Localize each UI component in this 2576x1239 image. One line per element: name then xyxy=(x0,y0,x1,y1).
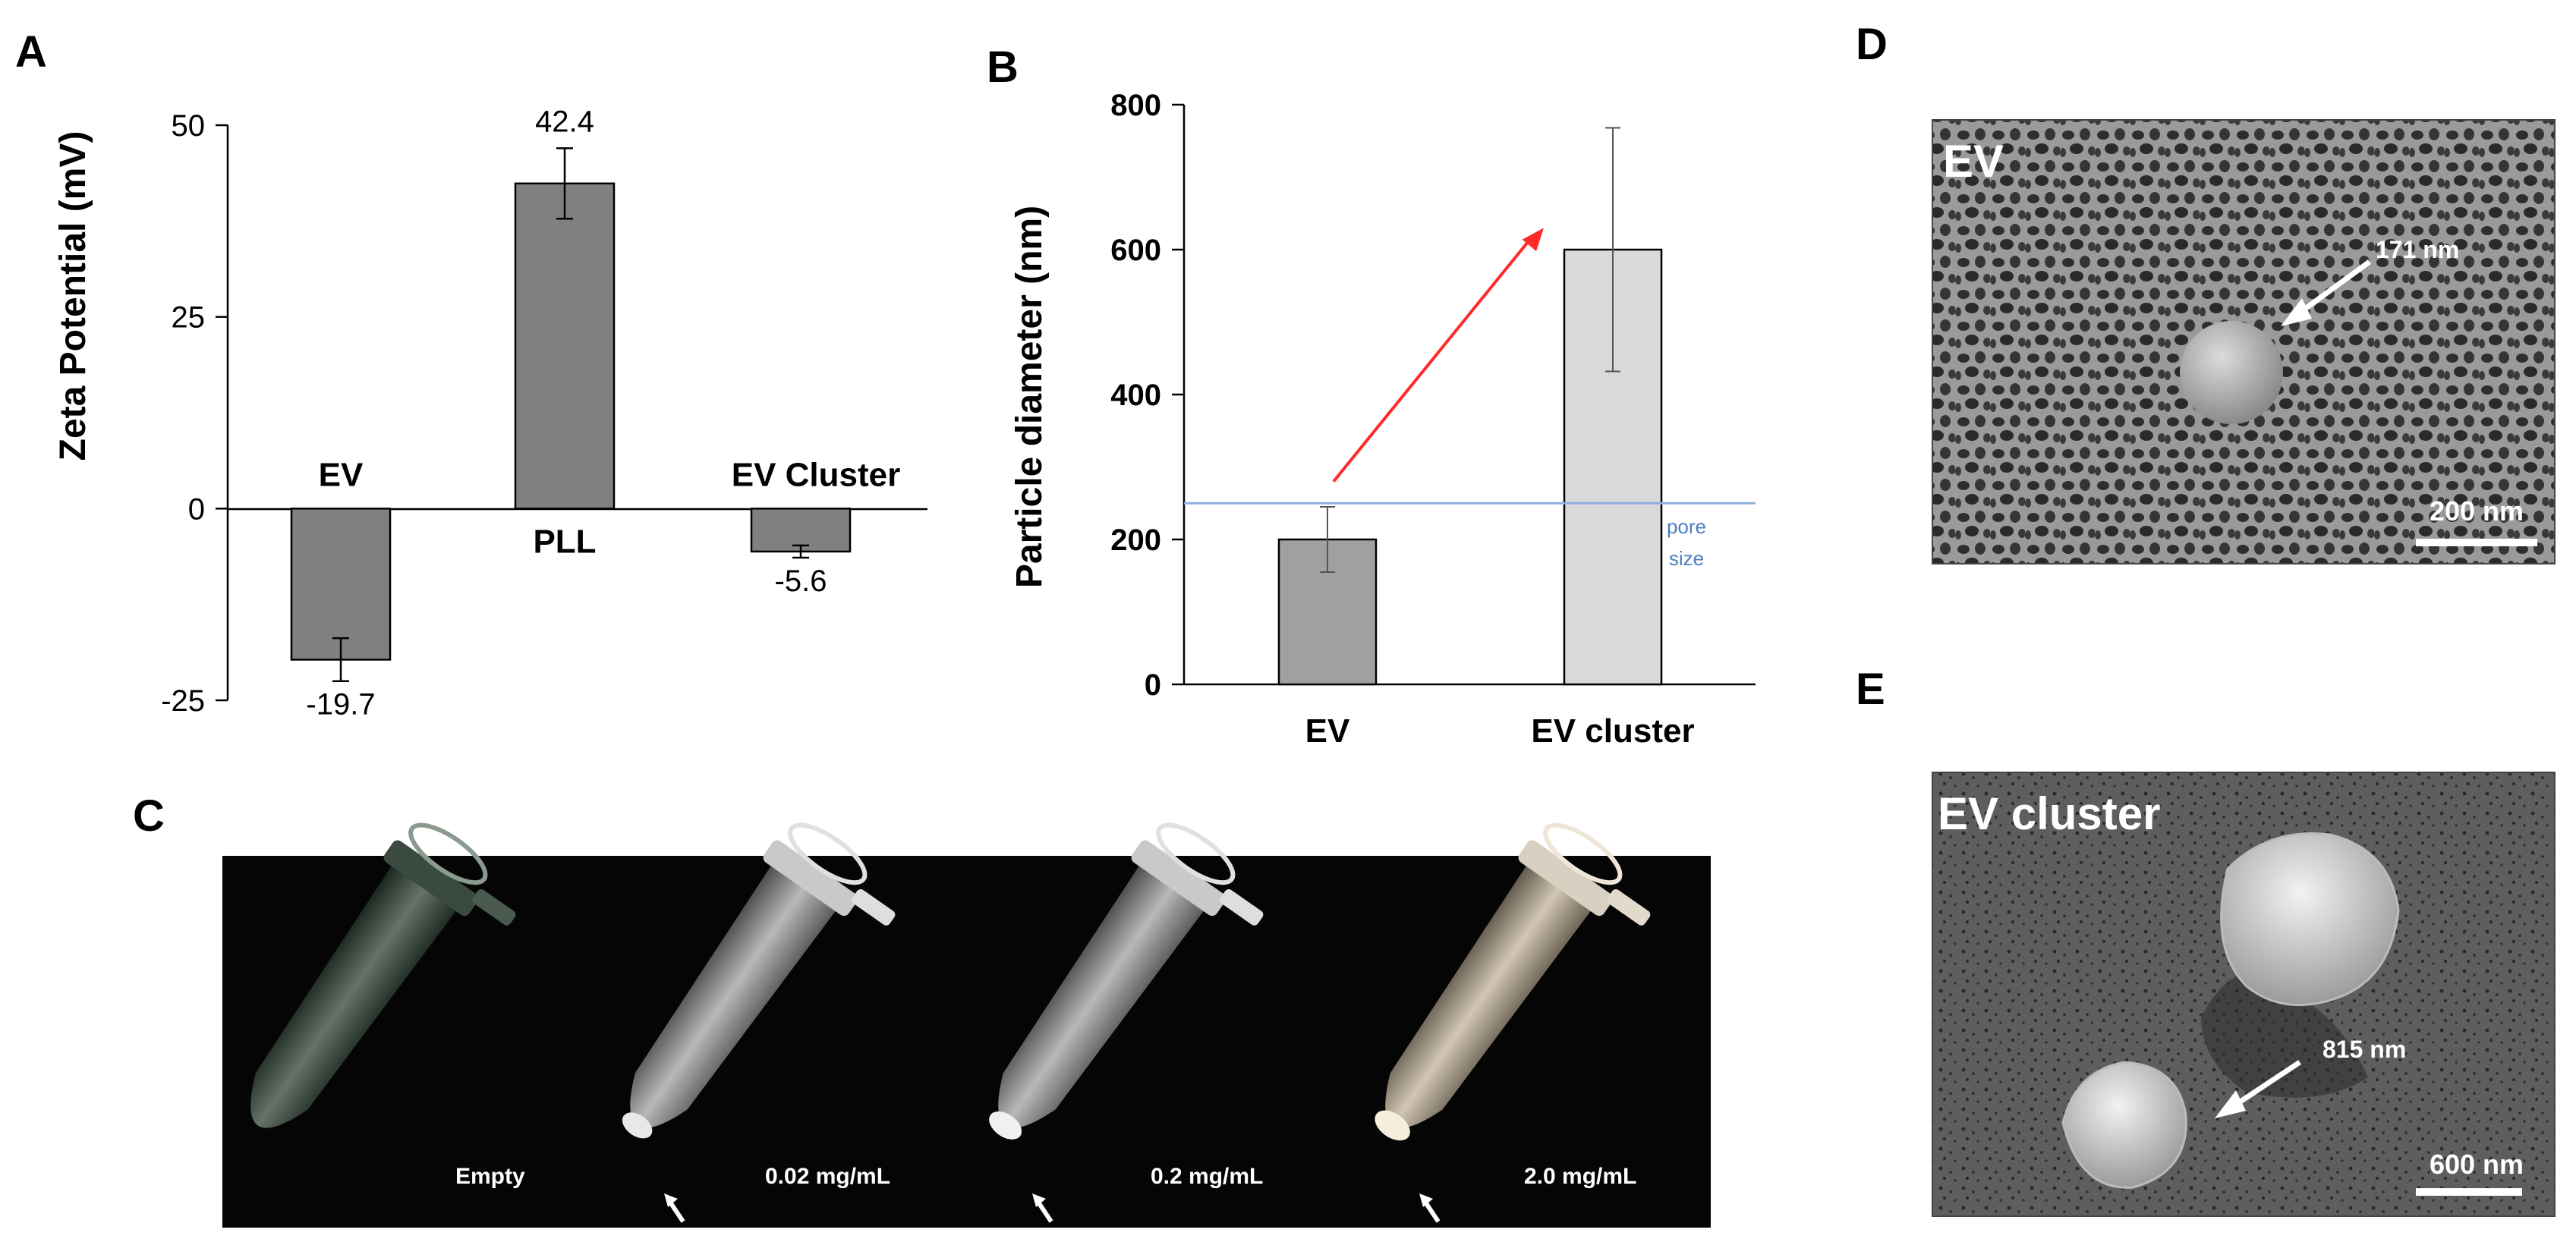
panel-letter-c: C xyxy=(133,791,165,841)
panel-b: B Particle diameter (nm) 0 200 400 600 800 p… xyxy=(987,42,1756,750)
panel-d: D EV 171 nm 200 nm xyxy=(1856,20,2556,564)
ev-particle xyxy=(2180,321,2283,424)
panel-letter-e: E xyxy=(1856,665,1885,714)
panel-a-value-label: -19.7 xyxy=(306,688,375,722)
cluster-crack xyxy=(2201,973,2368,1098)
sem-e-scale-bar xyxy=(2416,1188,2522,1196)
panel-a-y-tick-label: 25 xyxy=(172,301,206,335)
panel-a-value-label: 42.4 xyxy=(535,105,594,138)
tube-label-empty: Empty xyxy=(455,1164,525,1189)
sem-e-arrowhead xyxy=(2215,1090,2246,1118)
panel-a-y-tick-label: 50 xyxy=(172,109,206,143)
panel-letter-a: A xyxy=(15,27,47,77)
cluster-particle-small xyxy=(2061,1061,2187,1189)
panel-b-y-tick-label: 600 xyxy=(1110,234,1161,267)
panel-a-value-label: -5.6 xyxy=(775,564,827,598)
panel-c: C xyxy=(133,791,1711,1228)
panel-b-trend-arrow xyxy=(1332,234,1535,483)
panel-b-trend-arrowhead xyxy=(1522,228,1544,252)
panel-b-y-tick-label: 400 xyxy=(1110,379,1161,412)
pore-size-label-line1: pore xyxy=(1667,515,1706,538)
panel-letter-b: B xyxy=(987,42,1019,92)
tube-label-2-0: 2.0 mg/mL xyxy=(1524,1164,1636,1189)
panel-b-category-label: EV cluster xyxy=(1531,712,1694,750)
tube-label-0-2: 0.2 mg/mL xyxy=(1151,1164,1263,1189)
panel-letter-d: D xyxy=(1856,20,1888,69)
tube-0-02 xyxy=(622,822,896,1139)
panel-a-y-axis-title: Zeta Potential (mV) xyxy=(53,131,93,461)
pellet-arrow-3 xyxy=(1419,1193,1441,1223)
panel-a-bar xyxy=(290,508,392,661)
pellet-arrow-1 xyxy=(664,1193,685,1223)
cluster-particle-large xyxy=(2220,832,2400,1007)
pellet-arrow-2 xyxy=(1032,1193,1053,1223)
tube-label-0-02: 0.02 mg/mL xyxy=(765,1164,890,1189)
tube-2-0 xyxy=(1375,822,1651,1141)
panel-a-category-label: PLL xyxy=(533,523,596,560)
panel-a-y-tick-label: 0 xyxy=(188,492,205,526)
tube-0-2 xyxy=(989,822,1264,1140)
panel-b-y-tick-label: 200 xyxy=(1110,524,1161,557)
sem-d-title: EV xyxy=(1943,136,2004,187)
panel-e: E EV cluster 815 nm 600 nm xyxy=(1856,665,2556,1217)
panel-a-bar xyxy=(514,182,616,510)
panel-b-y-tick-label: 0 xyxy=(1145,668,1161,702)
sem-d-arrowhead xyxy=(2281,298,2312,326)
tube-empty xyxy=(250,822,516,1128)
pore-size-label-line2: size xyxy=(1669,547,1704,570)
sem-d-scale-bar xyxy=(2416,539,2537,546)
panel-a-bar xyxy=(750,508,852,553)
panel-b-y-tick-label: 800 xyxy=(1110,89,1161,122)
panel-b-y-axis-title: Particle diameter (nm) xyxy=(1009,206,1050,588)
panel-b-category-label: EV xyxy=(1305,712,1350,750)
panel-a-category-label: EV Cluster xyxy=(732,456,901,493)
panel-a-y-tick-label: -25 xyxy=(161,684,205,718)
sem-d-annotation: 171 nm xyxy=(2376,236,2459,263)
sem-e-title: EV cluster xyxy=(1938,788,2160,839)
sem-e-scale-label: 600 nm xyxy=(2430,1149,2524,1180)
sem-d-scale-label: 200 nm xyxy=(2430,495,2524,527)
panel-a-category-label: EV xyxy=(319,456,364,493)
panel-a: A Zeta Potential (mV) -25 0 25 50 -19.7 EV 42… xyxy=(15,27,927,722)
sem-e-annotation: 815 nm xyxy=(2322,1036,2406,1063)
